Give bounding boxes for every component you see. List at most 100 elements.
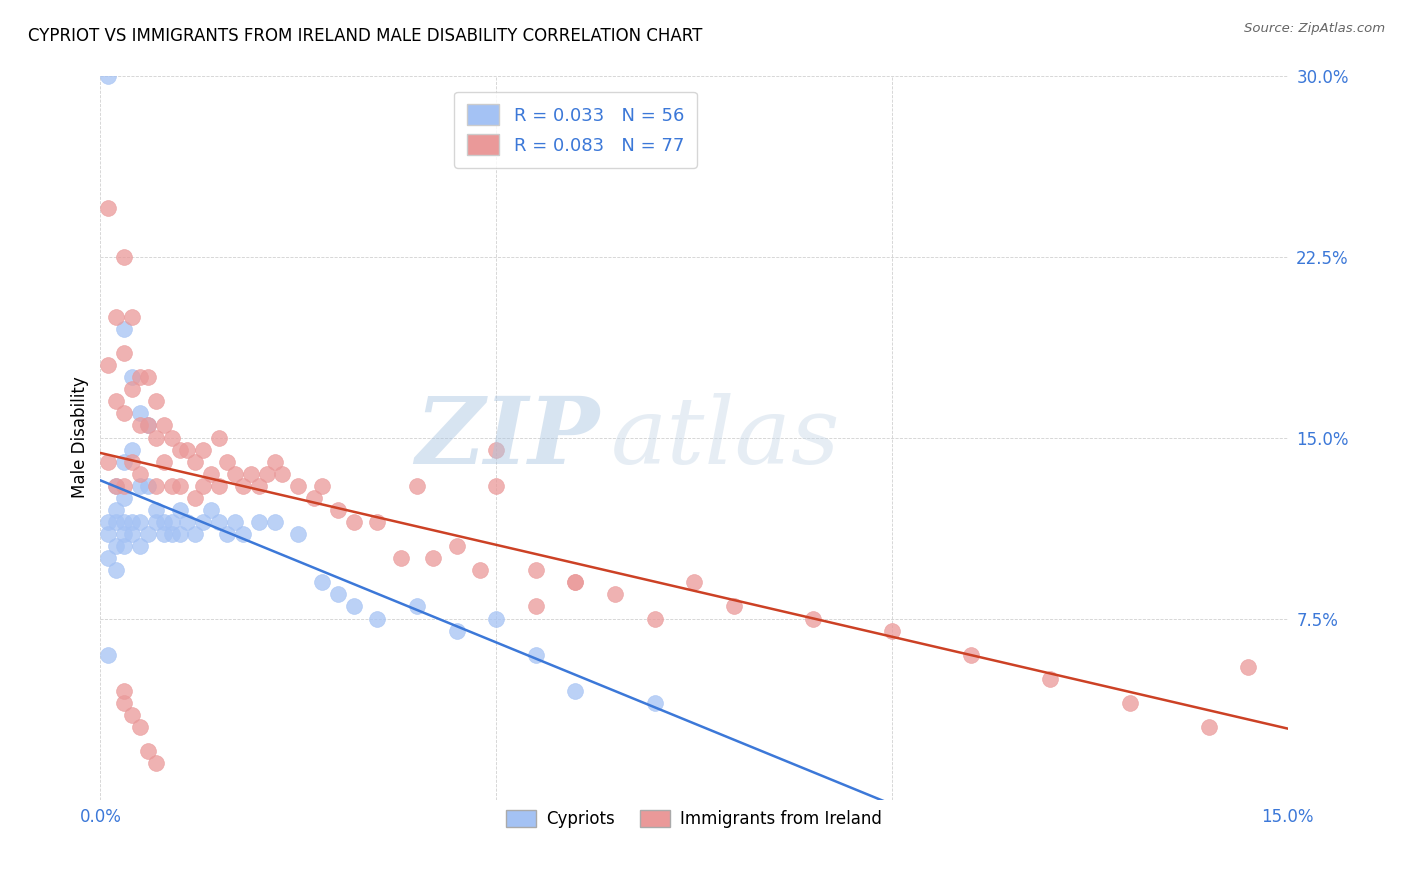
Point: [470, 563, 492, 577]
Point: [485, 611, 508, 625]
Point: [524, 648, 547, 662]
Point: [247, 479, 270, 493]
Point: [112, 406, 135, 420]
Point: [112, 322, 135, 336]
Point: [406, 599, 429, 614]
Point: [145, 479, 167, 493]
Point: [169, 527, 191, 541]
Point: [129, 515, 152, 529]
Point: [287, 479, 309, 493]
Point: [121, 708, 143, 723]
Point: [136, 418, 159, 433]
Point: [1118, 696, 1140, 710]
Point: [208, 515, 231, 529]
Point: [129, 418, 152, 433]
Point: [200, 467, 222, 481]
Point: [97, 358, 120, 372]
Point: [485, 442, 508, 457]
Point: [1039, 672, 1062, 686]
Point: [152, 515, 174, 529]
Point: [184, 527, 207, 541]
Point: [145, 756, 167, 771]
Point: [256, 467, 278, 481]
Point: [215, 455, 238, 469]
Point: [287, 527, 309, 541]
Point: [406, 479, 429, 493]
Point: [97, 527, 120, 541]
Point: [145, 515, 167, 529]
Point: [564, 575, 586, 590]
Point: [112, 696, 135, 710]
Point: [160, 479, 183, 493]
Point: [176, 515, 198, 529]
Point: [311, 479, 333, 493]
Point: [160, 515, 183, 529]
Point: [215, 527, 238, 541]
Point: [224, 467, 246, 481]
Text: ZIP: ZIP: [415, 392, 599, 483]
Point: [129, 720, 152, 734]
Point: [121, 382, 143, 396]
Point: [326, 503, 349, 517]
Point: [366, 611, 388, 625]
Point: [97, 69, 120, 83]
Point: [121, 527, 143, 541]
Point: [446, 539, 468, 553]
Point: [239, 467, 262, 481]
Point: [121, 442, 143, 457]
Point: [121, 455, 143, 469]
Point: [1198, 720, 1220, 734]
Point: [97, 515, 120, 529]
Point: [169, 442, 191, 457]
Point: [389, 551, 412, 566]
Point: [145, 503, 167, 517]
Point: [232, 527, 254, 541]
Point: [564, 684, 586, 698]
Point: [112, 250, 135, 264]
Point: [723, 599, 745, 614]
Point: [145, 430, 167, 444]
Point: [105, 479, 128, 493]
Point: [208, 430, 231, 444]
Point: [129, 467, 152, 481]
Point: [105, 394, 128, 409]
Text: Source: ZipAtlas.com: Source: ZipAtlas.com: [1244, 22, 1385, 36]
Point: [193, 515, 215, 529]
Point: [176, 442, 198, 457]
Point: [1237, 660, 1260, 674]
Point: [112, 684, 135, 698]
Point: [152, 455, 174, 469]
Point: [564, 575, 586, 590]
Point: [263, 455, 285, 469]
Point: [136, 370, 159, 384]
Text: atlas: atlas: [612, 392, 841, 483]
Point: [224, 515, 246, 529]
Point: [263, 515, 285, 529]
Point: [169, 479, 191, 493]
Point: [683, 575, 706, 590]
Point: [105, 479, 128, 493]
Point: [97, 648, 120, 662]
Point: [97, 455, 120, 469]
Point: [524, 599, 547, 614]
Point: [302, 491, 325, 505]
Point: [129, 370, 152, 384]
Legend: Cypriots, Immigrants from Ireland: Cypriots, Immigrants from Ireland: [499, 803, 889, 835]
Point: [801, 611, 824, 625]
Point: [112, 539, 135, 553]
Point: [112, 491, 135, 505]
Point: [184, 491, 207, 505]
Point: [208, 479, 231, 493]
Point: [446, 624, 468, 638]
Y-axis label: Male Disability: Male Disability: [72, 376, 89, 499]
Point: [485, 479, 508, 493]
Point: [311, 575, 333, 590]
Point: [160, 430, 183, 444]
Point: [97, 201, 120, 215]
Point: [136, 418, 159, 433]
Point: [136, 527, 159, 541]
Point: [112, 515, 135, 529]
Point: [326, 587, 349, 601]
Point: [271, 467, 294, 481]
Point: [121, 370, 143, 384]
